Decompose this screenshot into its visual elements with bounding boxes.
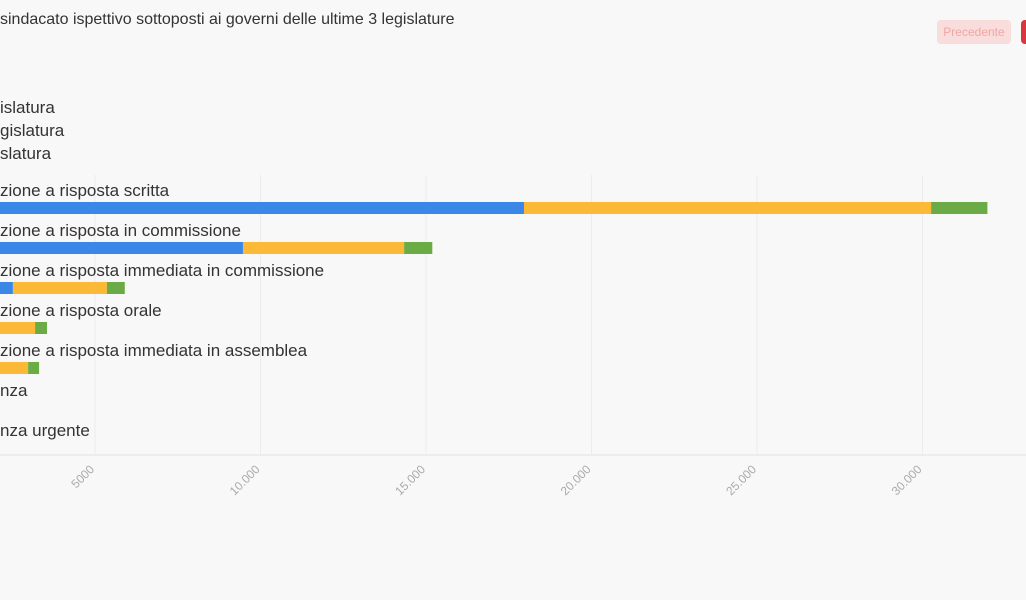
bar-segment: [0, 282, 13, 294]
category-label: zione a risposta immediata in assemblea: [0, 341, 308, 360]
bar-segment: [12, 282, 107, 294]
category-label: zione a risposta immediata in commission…: [0, 261, 324, 280]
legend-label: slatura: [0, 144, 52, 163]
bar-segment: [523, 202, 932, 214]
chart-title: sindacato ispettivo sottoposti ai govern…: [0, 11, 455, 28]
legend-label: gislatura: [0, 121, 65, 140]
bar-segment: [404, 242, 433, 254]
legend-label: islatura: [0, 98, 55, 117]
bar-segment: [0, 242, 243, 254]
bar-segment: [931, 202, 988, 214]
category-label: zione a risposta in commissione: [0, 221, 241, 240]
next-button[interactable]: [1021, 20, 1026, 44]
bar-segment: [106, 282, 125, 294]
category-label: zione a risposta orale: [0, 301, 162, 320]
category-label: nza: [0, 381, 28, 400]
bar-segment: [35, 322, 48, 334]
bar-segment: [0, 362, 29, 374]
previous-button-label[interactable]: Precedente: [943, 25, 1005, 39]
bar-segment: [0, 202, 524, 214]
previous-button[interactable]: [937, 20, 1011, 44]
bar-segment: [242, 242, 405, 254]
bar-segment: [0, 322, 36, 334]
category-label: nza urgente: [0, 421, 90, 440]
category-label: zione a risposta scritta: [0, 181, 170, 200]
bar-segment: [28, 362, 40, 374]
